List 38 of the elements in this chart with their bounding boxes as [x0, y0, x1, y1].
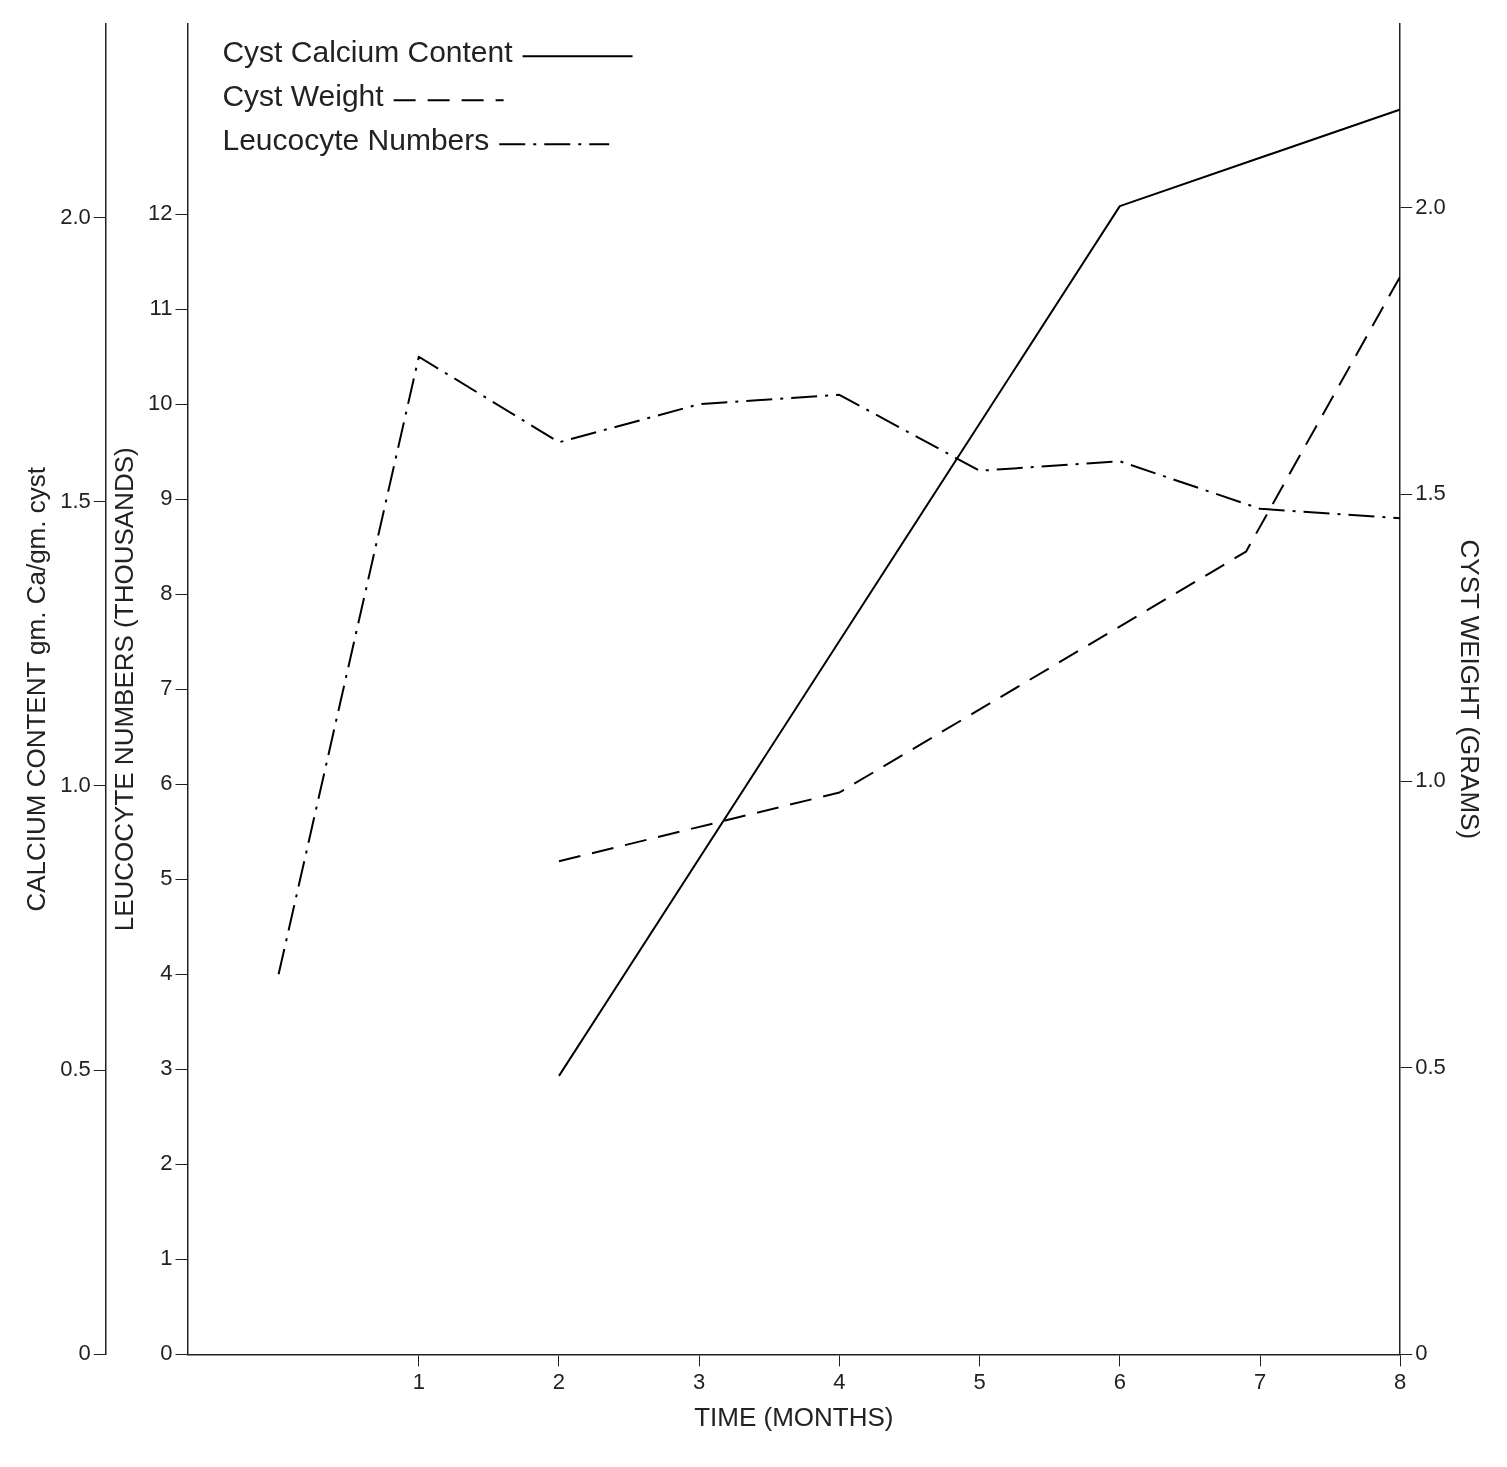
y3-tick-label: 0.5 — [1415, 1053, 1446, 1079]
y2-tick-label: 1 — [160, 1245, 173, 1271]
y2-tick-label: 2 — [160, 1150, 173, 1176]
y3-tick-label: 1.5 — [1415, 480, 1446, 506]
x-tick-label: 7 — [1253, 1368, 1267, 1394]
legend-label: Cyst Weight — [222, 79, 385, 113]
y2-tick-label: 11 — [149, 295, 173, 321]
x-tick-label: 8 — [1394, 1368, 1407, 1394]
y-tick-label: 1.0 — [60, 772, 91, 797]
y-tick-label: 0.5 — [60, 1056, 91, 1082]
y2-tick-label: 7 — [160, 675, 173, 701]
y-tick-label: 1.5 — [60, 487, 91, 513]
y2-tick-label: 4 — [160, 960, 173, 986]
legend-label: Cyst Calcium Content — [222, 35, 514, 69]
y2-axis-title: LEUCOCYTE NUMBERS (THOUSANDS) — [108, 447, 139, 932]
x-tick-label: 6 — [1113, 1368, 1126, 1394]
y2-tick-label: 6 — [160, 770, 173, 796]
y3-tick-label: 0 — [1415, 1340, 1428, 1366]
x-tick-label: 4 — [833, 1368, 846, 1394]
y2-tick-label: 10 — [147, 390, 173, 416]
x-tick-label: 1 — [412, 1368, 425, 1394]
y-tick-label: 2.0 — [60, 203, 91, 229]
x-tick-label: 3 — [693, 1368, 706, 1394]
x-tick-label: 2 — [552, 1368, 566, 1394]
y2-tick-label: 9 — [160, 485, 173, 511]
y-tick-label: 0 — [78, 1340, 91, 1366]
y2-tick-label: 3 — [160, 1055, 173, 1081]
y2-tick-label: 8 — [160, 580, 173, 606]
y3-tick-label: 1.0 — [1415, 767, 1446, 793]
y3-axis-title: CYST WEIGHT (GRAMS) — [1455, 539, 1486, 840]
y2-tick-label: 5 — [160, 865, 173, 891]
y3-tick-label: 2.0 — [1415, 193, 1446, 219]
legend-label: Leucocyte Numbers — [222, 123, 490, 157]
y2-tick-label: 12 — [147, 200, 173, 226]
x-tick-label: 5 — [973, 1368, 986, 1394]
x-axis-title: TIME (MONTHS) — [694, 1401, 894, 1432]
y-axis-title: CALCIUM CONTENT gm. Ca/gm. cyst — [20, 466, 51, 912]
y2-tick-label: 0 — [160, 1340, 173, 1366]
